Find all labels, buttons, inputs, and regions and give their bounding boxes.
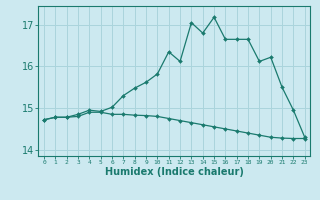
X-axis label: Humidex (Indice chaleur): Humidex (Indice chaleur) — [105, 167, 244, 177]
